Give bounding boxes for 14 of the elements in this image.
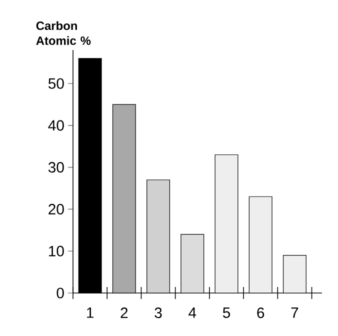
y-axis-title: Carbon Atomic % [36,21,91,45]
y-tick-label: 20 [48,204,64,214]
x-tick-label: 3 [154,308,162,318]
y-tick-label: 30 [48,162,64,173]
y-tick-label: 10 [49,246,64,256]
x-tick-label: 2 [120,308,128,318]
y-tick-label: 40 [48,120,64,131]
x-tick-label: 5 [222,308,230,318]
x-tick-label: 7 [291,308,298,318]
y-tick-label: 0 [56,288,64,298]
x-tick-label: 6 [257,308,264,318]
y-tick-label: 50 [48,78,64,89]
x-tick-label: 4 [188,308,196,318]
x-tick-label: 1 [87,308,94,318]
